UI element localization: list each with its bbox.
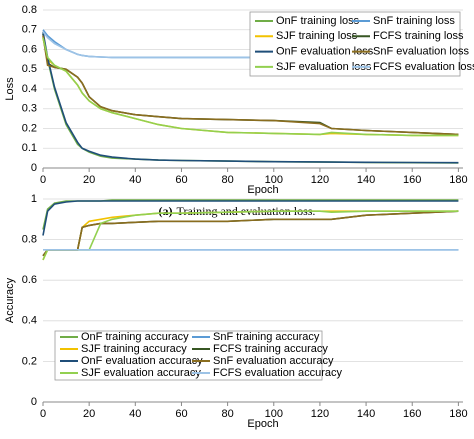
y-tick-label: 0.4 bbox=[22, 83, 37, 95]
x-tick-label: 20 bbox=[83, 408, 95, 420]
caption: (a) Training and evaluation loss. bbox=[159, 204, 316, 218]
y-axis-label: Accuracy bbox=[4, 277, 16, 323]
legend-label: FCFS evaluation accuracy bbox=[213, 367, 342, 379]
legend-label: SJF training loss bbox=[276, 30, 358, 42]
caption-text: Training and evaluation loss. bbox=[177, 204, 316, 218]
caption-text: Training and evaluation accuracy. bbox=[165, 438, 327, 439]
x-tick-label: 120 bbox=[311, 408, 329, 420]
series-line bbox=[42, 210, 459, 261]
caption-label: (b) bbox=[147, 438, 162, 439]
y-tick-label: 0.8 bbox=[22, 234, 37, 246]
x-tick-label: 180 bbox=[449, 408, 467, 420]
x-tick-label: 100 bbox=[265, 408, 283, 420]
legend-label: FCFS training accuracy bbox=[213, 343, 328, 355]
legend-label: OnF evaluation loss bbox=[276, 46, 374, 58]
y-tick-label: 0.7 bbox=[22, 24, 37, 36]
series-line bbox=[42, 31, 459, 164]
y-tick-label: 0.2 bbox=[22, 122, 37, 134]
series-line bbox=[42, 200, 459, 236]
legend-label: OnF evaluation accuracy bbox=[81, 355, 203, 367]
y-tick-label: 0.1 bbox=[22, 142, 37, 154]
x-tick-label: 80 bbox=[221, 408, 233, 420]
legend-label: SnF evaluation accuracy bbox=[213, 355, 334, 367]
x-tick-label: 100 bbox=[265, 174, 283, 186]
series-line bbox=[42, 249, 459, 257]
legend-label: SJF evaluation accuracy bbox=[81, 367, 201, 379]
x-tick-label: 120 bbox=[311, 174, 329, 186]
y-tick-label: 0 bbox=[31, 396, 37, 408]
chart: 0 0.2 0.4 0.6 0.8 1 0 20 40 60 80 100 120 140 160 180 Ep… bbox=[4, 193, 468, 439]
y-tick-label: 0.2 bbox=[22, 355, 37, 367]
x-tick-label: 160 bbox=[403, 174, 421, 186]
x-tick-label: 20 bbox=[83, 174, 95, 186]
x-tick-label: 140 bbox=[357, 408, 375, 420]
x-tick-label: 60 bbox=[175, 408, 187, 420]
x-tick-label: 140 bbox=[357, 174, 375, 186]
x-tick-label: 0 bbox=[40, 408, 46, 420]
legend-box bbox=[249, 11, 461, 77]
y-tick-label: 0.6 bbox=[22, 274, 37, 286]
y-tick-label: 0 bbox=[31, 162, 37, 174]
y-tick-label: 0.8 bbox=[22, 4, 37, 16]
legend-label: OnF training accuracy bbox=[81, 331, 189, 343]
legend-label: SnF training accuracy bbox=[213, 331, 320, 343]
legend-label: FCFS evaluation loss bbox=[373, 61, 474, 73]
legend-label: SnF evaluation loss bbox=[373, 46, 469, 58]
y-tick-label: 1 bbox=[31, 193, 37, 205]
caption-label: (a) bbox=[159, 204, 173, 218]
x-tick-label: 80 bbox=[221, 174, 233, 186]
x-tick-label: 0 bbox=[40, 174, 46, 186]
y-tick-label: 0.4 bbox=[22, 315, 37, 327]
x-axis-label: Epoch bbox=[247, 184, 278, 196]
caption: (b)Training and evaluation accuracy. bbox=[147, 438, 328, 439]
chart: 0 0.1 0.2 0.3 0.4 0.5 0.6 0.7 0.8 0 20 40 60 80 100 120… bbox=[4, 4, 474, 218]
series-line bbox=[42, 37, 459, 137]
x-tick-label: 160 bbox=[403, 408, 421, 420]
x-axis-label: Epoch bbox=[247, 418, 278, 430]
x-tick-label: 180 bbox=[449, 174, 467, 186]
legend-label: SJF training accuracy bbox=[81, 343, 187, 355]
y-axis-label: Loss bbox=[4, 77, 16, 101]
series-line bbox=[42, 199, 459, 230]
y-tick-label: 0.5 bbox=[22, 63, 37, 75]
y-tick-label: 0.3 bbox=[22, 103, 37, 115]
x-tick-label: 60 bbox=[175, 174, 187, 186]
x-tick-label: 40 bbox=[129, 174, 141, 186]
y-tick-label: 0.6 bbox=[22, 43, 37, 55]
x-tick-label: 40 bbox=[129, 408, 141, 420]
legend-label: FCFS training loss bbox=[373, 30, 464, 42]
legend-box bbox=[54, 330, 323, 381]
legend-label: SJF evaluation loss bbox=[276, 61, 372, 73]
legend-label: SnF training loss bbox=[373, 15, 455, 27]
legend-label: OnF training loss bbox=[276, 15, 360, 27]
series-line bbox=[42, 35, 459, 136]
